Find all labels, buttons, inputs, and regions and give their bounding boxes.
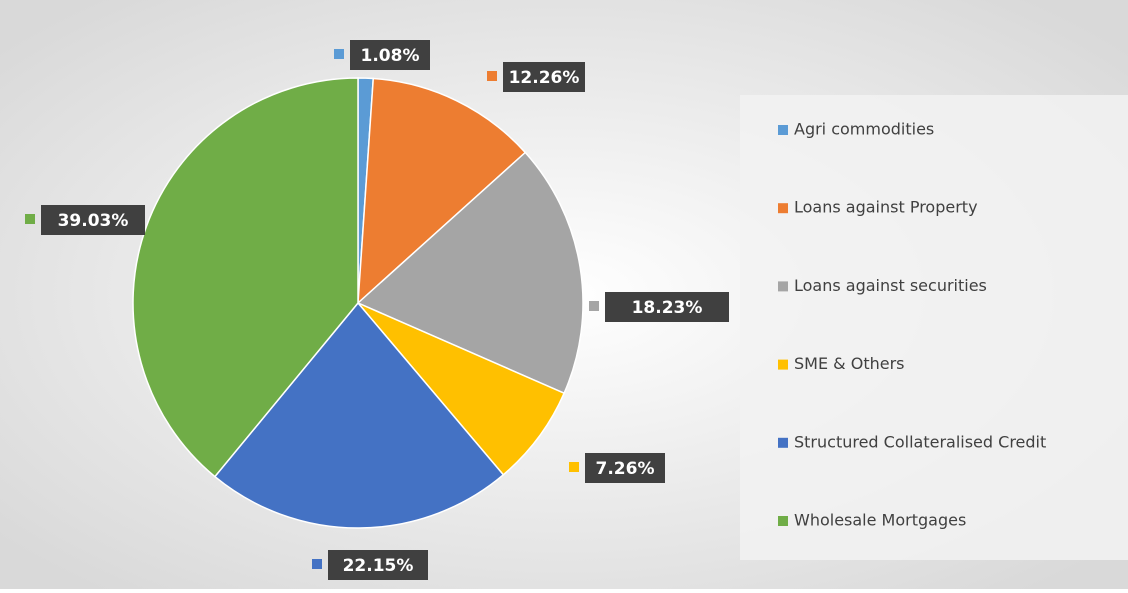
pie-slice [132, 77, 359, 478]
data-label-box [41, 205, 145, 235]
legend-marker [778, 437, 788, 448]
pie-slice [213, 301, 505, 529]
data-label-marker [312, 559, 322, 569]
legend-marker [778, 203, 788, 214]
data-label: 1.08% [361, 46, 420, 66]
data-label-marker [589, 301, 599, 311]
data-label: 18.23% [632, 298, 703, 318]
data-label: 22.15% [343, 556, 414, 576]
data-label-marker [334, 49, 344, 59]
legend-label: Wholesale Mortgages [794, 511, 966, 530]
legend-marker [778, 359, 788, 370]
data-label-marker [25, 214, 35, 224]
legend-label: Loans against Property [794, 198, 978, 217]
data-label-marker [487, 71, 497, 81]
legend-box [740, 95, 1128, 560]
data-label-box [605, 292, 729, 322]
legend-marker [778, 281, 788, 292]
data-label: 7.26% [596, 459, 655, 479]
pie-slice [357, 77, 527, 305]
legend-marker [778, 516, 788, 526]
data-label-marker [569, 462, 579, 472]
data-label: 12.26% [509, 68, 580, 88]
legend-label: Loans against securities [794, 276, 987, 295]
data-label-box [328, 550, 428, 580]
data-label-box [503, 62, 585, 92]
legend-label: Agri commodities [794, 120, 934, 139]
pie-slice [357, 302, 566, 476]
pie-slice [356, 151, 584, 395]
legend-marker [778, 125, 788, 135]
data-label-box [585, 453, 665, 483]
data-label: 39.03% [58, 211, 129, 231]
legend-label: SME & Others [794, 354, 904, 373]
data-label-box [350, 40, 430, 70]
legend-label: Structured Collateralised Credit [794, 432, 1046, 451]
